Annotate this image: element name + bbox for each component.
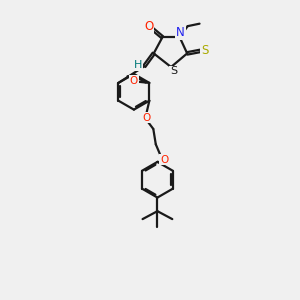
Text: O: O [130,76,138,86]
Text: O: O [160,155,169,165]
Text: O: O [142,112,150,123]
Text: N: N [176,26,184,39]
Text: H: H [134,60,142,70]
Text: S: S [170,67,177,76]
Text: S: S [201,44,208,57]
Text: O: O [144,20,153,33]
